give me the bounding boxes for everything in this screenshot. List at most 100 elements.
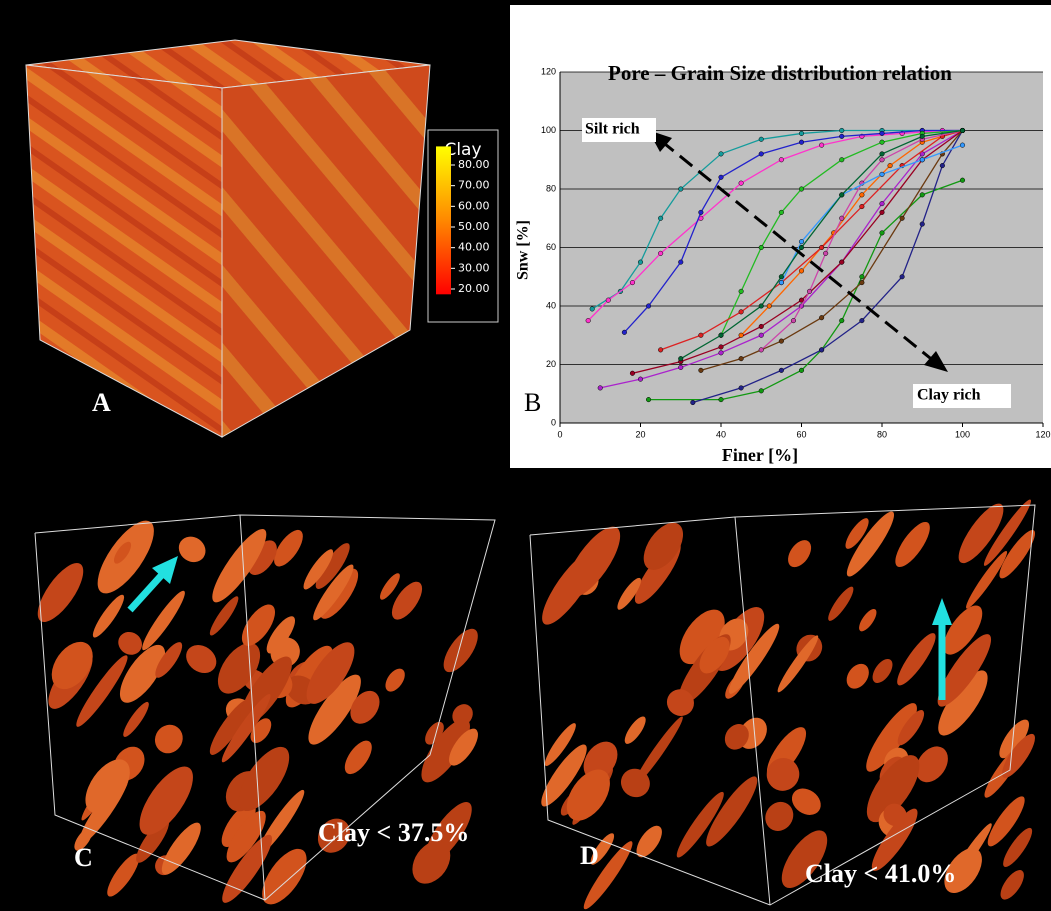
y-tick-label: 80 (546, 183, 556, 193)
blob (872, 658, 893, 683)
blob (119, 644, 166, 703)
point (778, 367, 784, 373)
point (718, 151, 724, 157)
y-tick-label: 0 (551, 417, 556, 427)
point (646, 303, 652, 309)
point (758, 347, 764, 353)
arrow-head (932, 598, 952, 625)
colorbar (436, 146, 451, 295)
point (798, 367, 805, 373)
point (879, 157, 885, 163)
point (959, 177, 966, 183)
series-line (600, 129, 963, 389)
blob (895, 521, 930, 568)
blob (724, 724, 749, 750)
y-axis-label: Snw [%] (515, 220, 532, 280)
blob (248, 540, 277, 576)
blob (313, 564, 354, 621)
point (879, 130, 885, 136)
blob (897, 710, 925, 746)
y-tick-label: 40 (546, 300, 556, 310)
y-tick-label: 120 (541, 66, 556, 76)
blob (679, 609, 725, 665)
blob (966, 550, 1008, 609)
point (585, 318, 591, 324)
caption: Clay < 37.5% (318, 818, 469, 847)
point (678, 364, 684, 370)
blob (412, 840, 451, 884)
arrow-head (924, 351, 948, 372)
point (698, 332, 704, 338)
panel-label: B (524, 388, 541, 417)
colorbar-tick-label: 40.00 (458, 241, 490, 254)
blob (350, 690, 380, 724)
point (718, 174, 724, 180)
blob (308, 674, 361, 745)
blob (266, 616, 296, 654)
point (637, 376, 644, 382)
blob (421, 718, 470, 783)
colorbar-tick-label: 80.00 (458, 158, 490, 171)
point (879, 230, 885, 236)
blob (897, 633, 936, 686)
blob (951, 823, 992, 881)
x-axis-label: Finer [%] (722, 445, 798, 465)
colorbar-tick-label: 30.00 (458, 261, 490, 274)
blob (983, 499, 1032, 566)
blob (113, 541, 132, 564)
blob (221, 803, 256, 847)
point (605, 297, 611, 303)
point (798, 244, 805, 251)
blob (866, 755, 920, 823)
blob (636, 825, 662, 858)
point (798, 297, 805, 303)
blob (161, 822, 201, 875)
blob (958, 503, 1004, 564)
point (738, 356, 744, 362)
blob (92, 594, 125, 638)
blob (315, 543, 350, 589)
point (839, 318, 845, 324)
blob (938, 670, 988, 736)
point (758, 244, 764, 251)
blob (866, 703, 917, 772)
point (778, 157, 784, 163)
blob (859, 608, 877, 632)
point (738, 385, 744, 391)
blob (781, 830, 828, 888)
blob (385, 668, 405, 692)
blob (541, 744, 587, 807)
blob (155, 642, 183, 678)
series-line (591, 129, 963, 310)
trend-arrow (659, 138, 936, 364)
point (798, 186, 805, 192)
point (899, 215, 905, 221)
colorbar-tick-label: 60.00 (458, 199, 490, 212)
caption: Clay < 41.0% (805, 859, 956, 888)
blob (828, 586, 854, 621)
point (718, 350, 724, 356)
point (807, 288, 813, 294)
blob (883, 803, 907, 827)
blob (274, 529, 303, 567)
point (819, 142, 825, 148)
blob (624, 716, 646, 744)
point (629, 370, 636, 376)
point (819, 244, 825, 251)
point (919, 157, 925, 163)
blob (728, 623, 780, 694)
point (798, 239, 805, 245)
blob (791, 788, 821, 815)
point (839, 133, 845, 139)
point (879, 151, 885, 157)
point (919, 133, 925, 139)
blob (846, 663, 869, 689)
series-line (780, 144, 963, 283)
cube-edge (734, 516, 771, 906)
blob (317, 818, 350, 853)
blob (303, 549, 334, 590)
blob (845, 518, 869, 549)
point (658, 250, 664, 256)
cube-front (25, 64, 223, 438)
point (621, 329, 627, 335)
